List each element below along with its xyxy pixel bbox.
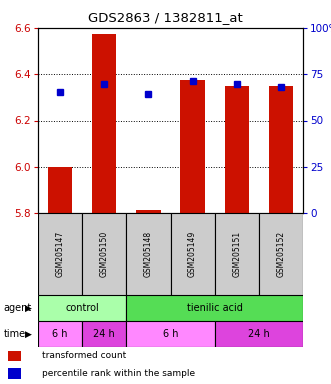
Text: GSM205148: GSM205148: [144, 231, 153, 277]
Text: 6 h: 6 h: [52, 329, 68, 339]
Text: 6 h: 6 h: [163, 329, 178, 339]
Bar: [269, 86, 293, 213]
Text: GSM205149: GSM205149: [188, 231, 197, 277]
Bar: [180, 80, 205, 213]
Bar: [38, 213, 82, 295]
Bar: [92, 34, 117, 213]
Text: ▶: ▶: [25, 329, 32, 339]
Bar: [8, 368, 21, 379]
Bar: [126, 321, 215, 347]
Bar: [126, 213, 170, 295]
Text: GSM205147: GSM205147: [56, 231, 65, 277]
Bar: [8, 351, 21, 361]
Bar: [259, 213, 303, 295]
Bar: [170, 213, 215, 295]
Text: transformed count: transformed count: [42, 351, 126, 360]
Bar: [38, 321, 82, 347]
Bar: [225, 86, 249, 213]
Text: 24 h: 24 h: [248, 329, 270, 339]
Text: time: time: [3, 329, 25, 339]
Bar: [48, 167, 72, 213]
Text: ▶: ▶: [25, 303, 32, 313]
Text: percentile rank within the sample: percentile rank within the sample: [42, 369, 195, 378]
Bar: [126, 295, 303, 321]
Text: GSM205150: GSM205150: [100, 231, 109, 277]
Text: GSM205152: GSM205152: [276, 231, 285, 277]
Text: GDS2863 / 1382811_at: GDS2863 / 1382811_at: [88, 11, 243, 24]
Text: GSM205151: GSM205151: [232, 231, 241, 277]
Text: 24 h: 24 h: [93, 329, 115, 339]
Text: agent: agent: [3, 303, 31, 313]
Bar: [82, 213, 126, 295]
Bar: [136, 210, 161, 213]
Text: tienilic acid: tienilic acid: [187, 303, 243, 313]
Bar: [215, 213, 259, 295]
Text: control: control: [65, 303, 99, 313]
Bar: [215, 321, 303, 347]
Bar: [82, 321, 126, 347]
Bar: [38, 295, 126, 321]
